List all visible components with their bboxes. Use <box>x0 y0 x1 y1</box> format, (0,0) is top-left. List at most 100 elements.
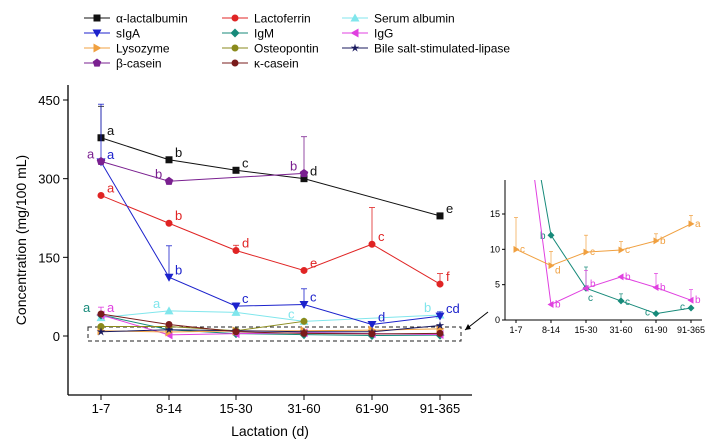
data-point <box>164 325 174 334</box>
inset-significance-letter: c <box>520 244 525 255</box>
inset-significance-letter: c <box>625 245 630 256</box>
data-point <box>299 301 309 310</box>
data-point <box>436 280 444 288</box>
significance-letter: d <box>378 309 385 324</box>
inset-data-point <box>618 246 625 254</box>
y-tick-label: 0 <box>53 329 60 344</box>
inset-x-tick-label: 15-30 <box>574 325 597 335</box>
data-point <box>367 320 377 329</box>
significance-letter: a <box>83 300 91 315</box>
data-point <box>300 266 308 274</box>
series-line <box>100 137 441 217</box>
significance-letter: b <box>290 158 297 173</box>
data-point <box>368 330 376 338</box>
y-tick-label: 150 <box>38 250 60 265</box>
legend-marker <box>92 58 102 67</box>
data-point <box>436 329 444 337</box>
series-line <box>100 313 441 335</box>
data-point <box>97 191 105 199</box>
significance-letter: cd <box>446 301 460 316</box>
y-tick-label: 300 <box>38 172 60 187</box>
legend-label: Lactoferrin <box>254 12 311 26</box>
inset-data-point <box>687 304 695 312</box>
data-point <box>232 328 240 336</box>
inset-significance-letter: b <box>540 231 546 242</box>
legend-marker <box>93 14 101 22</box>
y-tick-label: 450 <box>38 93 60 108</box>
inset-data-point <box>547 231 555 239</box>
series-α-lactalbumin: a b c d e <box>97 105 453 220</box>
series-line <box>101 320 305 332</box>
data-point <box>97 310 105 318</box>
inset-data-point <box>653 237 660 245</box>
inset-significance-letter: c <box>625 297 630 308</box>
data-point <box>231 307 241 316</box>
legend-marker <box>92 29 102 38</box>
data-point <box>232 247 240 255</box>
significance-letter: b <box>175 145 182 160</box>
legend-marker <box>93 43 102 53</box>
inset-data-point <box>688 220 695 228</box>
significance-letter: c <box>378 229 385 244</box>
significance-letter: c <box>310 290 317 305</box>
data-point <box>435 321 445 330</box>
legend-label: IgG <box>374 27 393 41</box>
main-axes: 0 150 300 450 1-7 8-14 15-30 31-60 61-90 91-365 La… <box>13 85 472 439</box>
data-point <box>300 317 308 325</box>
data-point <box>96 156 106 166</box>
inset-significance-letter: b <box>590 279 596 290</box>
inset-significance-letter: a <box>695 219 701 230</box>
significance-letter: d <box>310 164 317 179</box>
inset-y-tick-label: 0 <box>495 315 500 325</box>
x-tick-label: 91-365 <box>420 401 460 416</box>
significance-letter: a <box>107 180 115 195</box>
data-point <box>96 327 106 336</box>
legend-label: Osteopontin <box>254 42 319 56</box>
inset-y-tick-label: 15 <box>490 209 500 219</box>
legend-label: Bile salt-stimulated-lipase <box>374 42 510 56</box>
significance-letter: e <box>446 201 453 216</box>
zoom-arrow-icon <box>465 324 471 330</box>
inset-significance-letter: b <box>660 282 666 293</box>
significance-letter: e <box>310 255 317 270</box>
significance-letter: c <box>242 291 249 306</box>
significance-letter: c <box>288 306 295 321</box>
data-point <box>300 175 308 183</box>
inset-significance-letter: d <box>555 266 561 277</box>
legend-label: Serum albumin <box>374 12 455 26</box>
significance-letter: b <box>175 208 182 223</box>
series-line <box>100 314 441 337</box>
inset-y-tick-label: 10 <box>490 244 500 254</box>
legend-marker <box>231 14 239 22</box>
data-point <box>165 320 173 328</box>
significance-letter: a <box>107 300 115 315</box>
inset-significance-letter: c <box>680 302 685 313</box>
inset-significance-letter: b <box>695 295 701 306</box>
legend-label: κ-casein <box>254 57 299 71</box>
significance-letter: a <box>87 146 95 161</box>
inset-series-line <box>534 180 692 306</box>
inset-x-tick-label: 61-90 <box>644 325 667 335</box>
data-point <box>436 212 444 220</box>
data-point <box>165 156 173 164</box>
data-point <box>97 323 105 331</box>
legend-marker <box>350 28 359 38</box>
data-point <box>300 329 308 337</box>
inset-significance-letter: c <box>588 293 593 304</box>
inset-series-IgG: b b b b b <box>534 180 701 310</box>
legend-label: α-lactalbumin <box>116 12 188 26</box>
inset-data-point <box>652 283 659 291</box>
series-line <box>100 310 441 322</box>
x-tick-label: 61-90 <box>355 401 388 416</box>
data-point <box>164 273 174 282</box>
legend-label: sIgA <box>116 27 140 41</box>
inset-data-point <box>548 262 555 270</box>
significance-letter: f <box>446 269 450 284</box>
legend: α-lactalbumin Lactoferrin Serum albumin sIg… <box>84 12 510 71</box>
data-point <box>368 240 376 248</box>
data-point <box>232 166 240 174</box>
inset-data-point <box>617 297 625 305</box>
x-axis-title: Lactation (d) <box>231 423 309 439</box>
inset-significance-letter: c <box>590 247 595 258</box>
